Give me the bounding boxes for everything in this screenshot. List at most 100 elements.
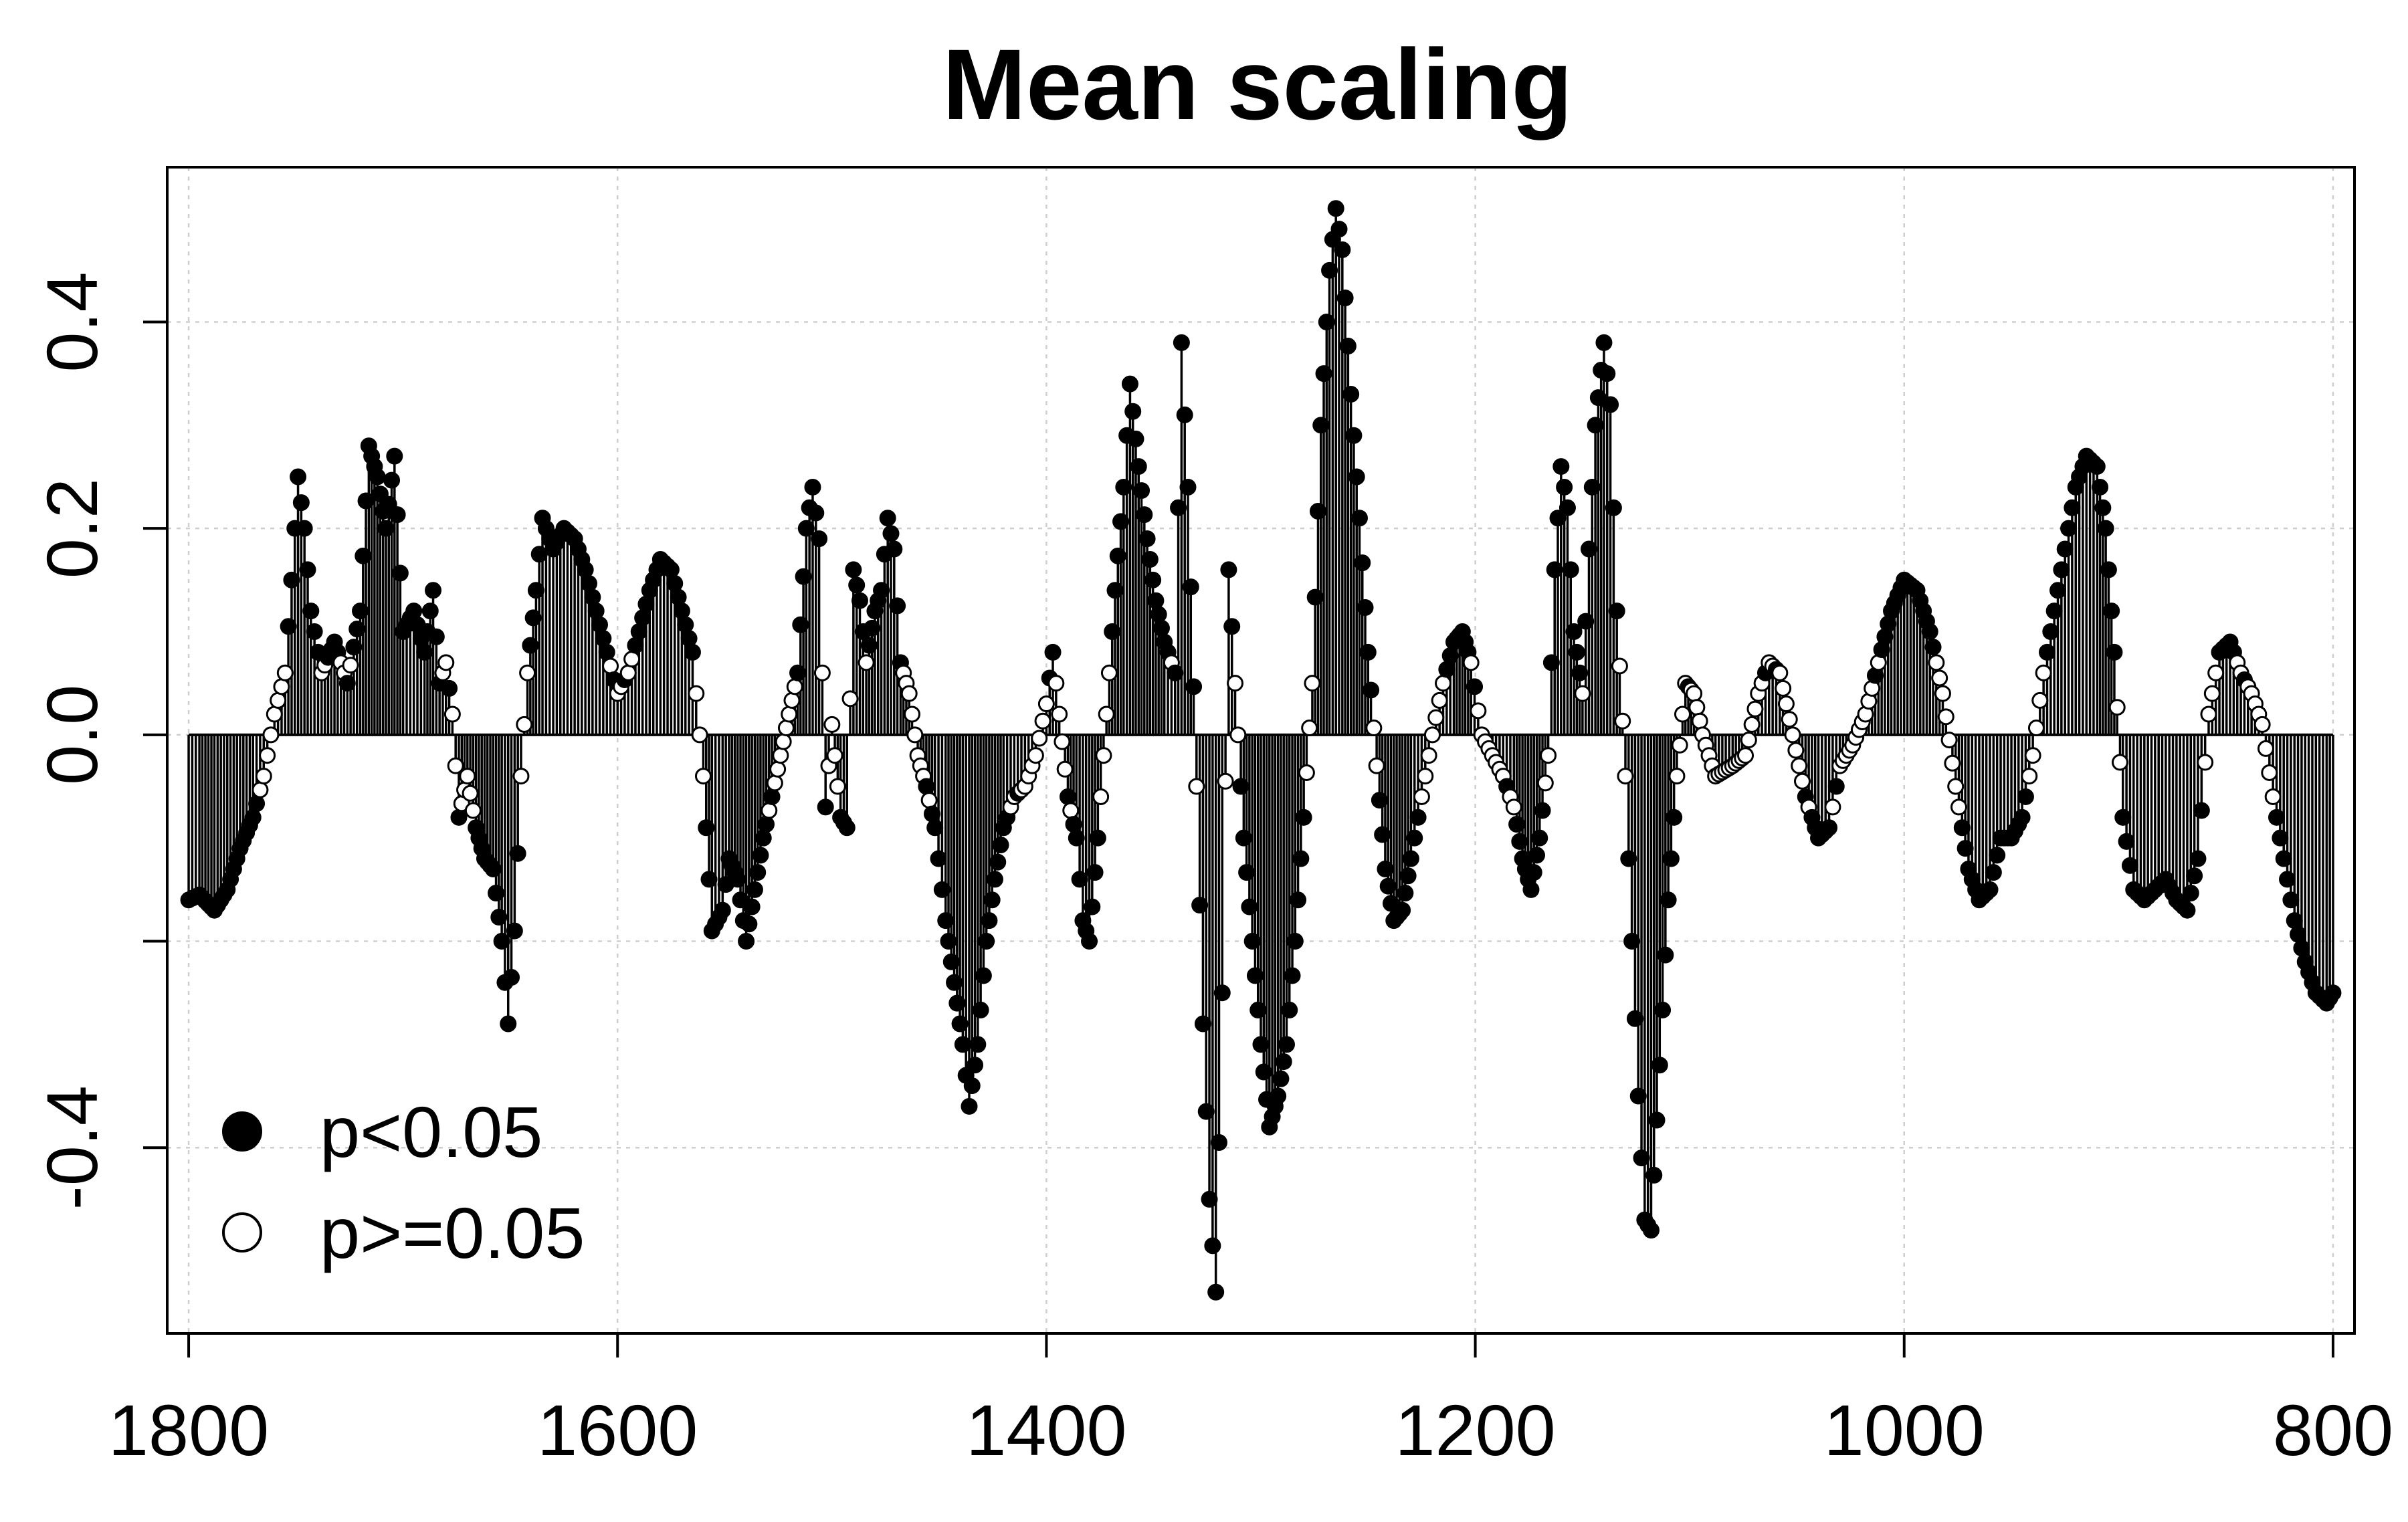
data-point-significant bbox=[509, 845, 526, 862]
data-point-significant bbox=[369, 468, 386, 485]
data-point-nonsignificant bbox=[266, 705, 283, 723]
data-point-significant bbox=[1342, 386, 1360, 403]
data-point-nonsignificant bbox=[1027, 747, 1044, 764]
data-point-significant bbox=[591, 616, 609, 633]
data-point-nonsignificant bbox=[1188, 778, 1205, 795]
data-point-nonsignificant bbox=[826, 747, 843, 764]
data-point-nonsignificant bbox=[1686, 685, 1703, 702]
data-point-significant bbox=[752, 847, 769, 864]
data-point-nonsignificant bbox=[1031, 730, 1048, 747]
data-point-significant bbox=[1321, 261, 1338, 279]
data-point-significant bbox=[1084, 898, 1101, 915]
data-point-nonsignificant bbox=[1824, 798, 1841, 816]
data-point-significant bbox=[2106, 643, 2123, 661]
data-point-significant bbox=[391, 564, 409, 582]
data-point-significant bbox=[1666, 808, 1683, 826]
data-point-significant bbox=[1197, 1103, 1215, 1120]
data-point-nonsignificant bbox=[1947, 778, 1965, 795]
y-tick-label: 0.0 bbox=[31, 685, 112, 785]
data-point-nonsignificant bbox=[1614, 712, 1631, 730]
data-point-significant bbox=[1207, 1283, 1225, 1301]
data-point-nonsignificant bbox=[437, 654, 455, 671]
data-point-significant bbox=[1587, 417, 1604, 434]
data-point-significant bbox=[244, 808, 262, 826]
data-point-significant bbox=[811, 530, 828, 548]
data-point-significant bbox=[1201, 1190, 1218, 1208]
data-point-significant bbox=[1350, 510, 1368, 527]
legend-label-significant: p<0.05 bbox=[320, 1091, 542, 1172]
data-point-significant bbox=[969, 1036, 987, 1053]
data-point-significant bbox=[1374, 826, 1391, 843]
data-point-significant bbox=[1278, 1036, 1295, 1053]
data-point-nonsignificant bbox=[1674, 705, 1691, 723]
data-point-significant bbox=[975, 967, 992, 984]
data-point-significant bbox=[1645, 1166, 1663, 1184]
data-point-significant bbox=[1295, 808, 1312, 826]
data-point-significant bbox=[580, 574, 597, 592]
data-point-nonsignificant bbox=[1934, 685, 1951, 702]
data-point-significant bbox=[978, 933, 995, 950]
data-point-significant bbox=[804, 478, 821, 496]
data-point-significant bbox=[2017, 788, 2034, 805]
data-point-significant bbox=[2049, 582, 2067, 599]
data-point-significant bbox=[1522, 881, 1540, 898]
data-point-significant bbox=[484, 860, 502, 877]
data-point-significant bbox=[1275, 1053, 1292, 1071]
data-point-significant bbox=[1112, 513, 1130, 530]
data-point-significant bbox=[2053, 561, 2070, 578]
data-point-nonsignificant bbox=[1743, 716, 1761, 733]
data-point-significant bbox=[1232, 778, 1249, 795]
data-point-nonsignificant bbox=[602, 657, 619, 675]
data-point-nonsignificant bbox=[761, 802, 778, 819]
y-axis: -0.4 0.0 0.2 0.4 bbox=[31, 271, 169, 1210]
data-point-nonsignificant bbox=[1365, 720, 1383, 737]
data-point-significant bbox=[441, 679, 458, 697]
data-point-nonsignificant bbox=[1928, 654, 1945, 671]
data-point-significant bbox=[1525, 864, 1542, 881]
data-point-significant bbox=[1127, 430, 1144, 447]
data-point-significant bbox=[1141, 550, 1159, 568]
data-point-significant bbox=[490, 909, 508, 926]
data-point-nonsignificant bbox=[1771, 664, 1789, 681]
data-point-significant bbox=[933, 881, 950, 898]
data-point-significant bbox=[1144, 571, 1162, 588]
data-point-significant bbox=[729, 871, 746, 888]
data-point-nonsignificant bbox=[2031, 691, 2049, 709]
data-point-significant bbox=[714, 901, 731, 919]
data-point-significant bbox=[673, 603, 690, 620]
data-point-nonsignificant bbox=[2264, 788, 2282, 805]
data-point-nonsignificant bbox=[1536, 774, 1554, 792]
data-point-nonsignificant bbox=[1413, 788, 1430, 805]
data-point-significant bbox=[1953, 819, 1971, 837]
data-point-nonsignificant bbox=[1671, 736, 1688, 754]
data-point-significant bbox=[954, 1036, 971, 1053]
data-point-nonsignificant bbox=[904, 705, 921, 723]
data-point-significant bbox=[1359, 643, 1377, 661]
data-point-nonsignificant bbox=[1037, 695, 1055, 713]
data-point-significant bbox=[1981, 881, 1999, 898]
data-point-nonsignificant bbox=[462, 784, 479, 802]
data-point-nonsignificant bbox=[1227, 675, 1244, 692]
data-point-significant bbox=[1534, 802, 1551, 819]
data-point-nonsignificant bbox=[786, 678, 803, 695]
y-tick-label: -0.4 bbox=[31, 1085, 112, 1210]
data-point-significant bbox=[1662, 850, 1680, 867]
data-point-significant bbox=[2056, 540, 2074, 558]
data-point-nonsignificant bbox=[1505, 798, 1522, 816]
data-point-significant bbox=[2193, 802, 2210, 819]
data-point-significant bbox=[627, 637, 644, 654]
data-point-significant bbox=[1241, 898, 1258, 915]
data-point-significant bbox=[2179, 901, 2196, 919]
data-point-significant bbox=[2088, 458, 2106, 475]
data-point-significant bbox=[1270, 1087, 1287, 1105]
data-point-nonsignificant bbox=[1100, 664, 1118, 681]
data-point-significant bbox=[2013, 808, 2031, 826]
data-point-significant bbox=[1170, 499, 1187, 516]
data-point-significant bbox=[1377, 860, 1394, 877]
data-point-significant bbox=[2103, 603, 2120, 620]
data-point-nonsignificant bbox=[829, 778, 846, 795]
x-tick-label: 1800 bbox=[108, 1390, 269, 1471]
data-point-significant bbox=[290, 468, 307, 485]
data-point-nonsignificant bbox=[623, 651, 641, 668]
data-point-significant bbox=[1608, 603, 1625, 620]
